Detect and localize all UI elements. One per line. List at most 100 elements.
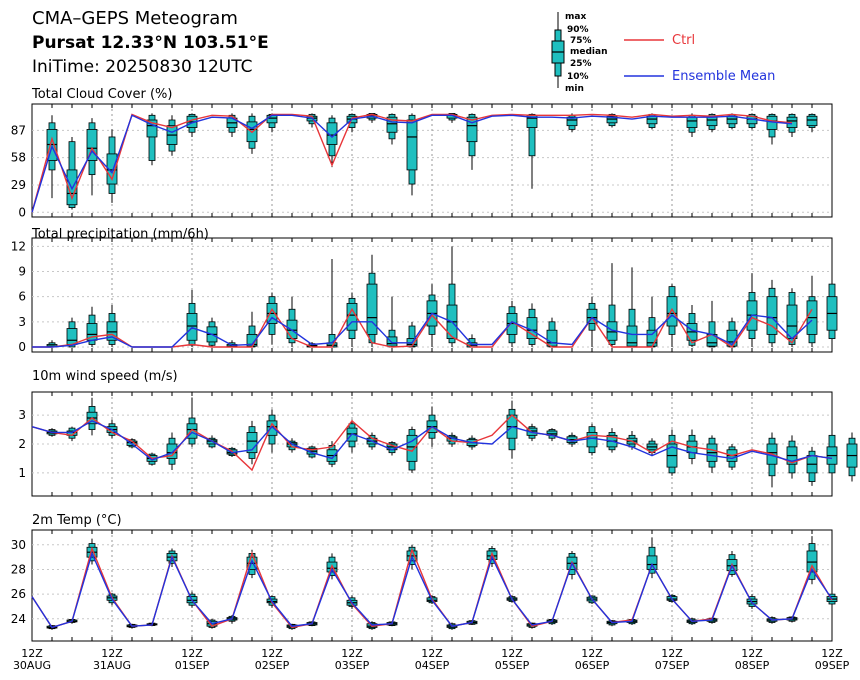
ensemble-box — [786, 288, 798, 347]
legend-mean-label: Ensemble Mean — [672, 69, 775, 84]
box-p25-p75 — [246, 432, 258, 454]
y-tick-label: 0 — [18, 340, 26, 354]
ensemble-mean-line — [31, 114, 793, 213]
ensemble-box — [166, 432, 178, 470]
box-p25-p75 — [386, 336, 398, 347]
x-tick-date: 05SEP — [495, 659, 530, 672]
y-tick-label: 2 — [18, 437, 26, 451]
y-tick-label: 9 — [18, 265, 26, 279]
ensemble-box — [826, 420, 838, 479]
legend-p10-label: 10% — [567, 72, 589, 82]
ensemble-box — [166, 115, 178, 156]
x-tick-date: 03SEP — [335, 659, 370, 672]
ensemble-box — [766, 432, 778, 488]
legend: max 90% 75% median 25% 10% min Ctrl Ense… — [548, 8, 848, 94]
box-p10-p90 — [408, 325, 416, 348]
x-tick-date: 07SEP — [655, 659, 690, 672]
ensemble-box — [766, 279, 778, 347]
box-p25-p75 — [626, 325, 638, 347]
x-tick-date: 31AUG — [93, 659, 131, 672]
box-p25-p75 — [286, 319, 298, 339]
ensemble-box — [566, 113, 578, 133]
x-tick-hour: 12Z — [421, 647, 443, 660]
box-p25-p75 — [666, 296, 678, 327]
box-p25-p75 — [146, 119, 158, 138]
ensemble-box — [666, 429, 678, 476]
y-tick-label: 1 — [18, 466, 26, 480]
x-tick-hour: 12Z — [581, 647, 603, 660]
x-tick-date: 08SEP — [735, 659, 770, 672]
box-p25-p75 — [186, 423, 198, 439]
ensemble-box — [406, 113, 418, 196]
ensemble-box — [266, 113, 278, 133]
x-tick-hour: 12Z — [21, 647, 43, 660]
box-p25-p75 — [566, 116, 578, 127]
panel-title: Total Cloud Cover (%) — [31, 87, 172, 102]
box-p25-p75 — [166, 443, 178, 459]
box-p25-p75 — [266, 420, 278, 436]
panel-3: 10m wind speed (m/s) 1 2 3 — [18, 369, 858, 497]
ensemble-box — [706, 300, 718, 348]
y-tick-label: 0 — [18, 205, 26, 219]
ensemble-box — [526, 303, 538, 347]
ensemble-box — [186, 397, 198, 447]
box-p10-p90 — [528, 113, 536, 157]
ensemble-box — [646, 537, 658, 579]
ensemble-box — [346, 292, 358, 347]
box-p25-p75 — [386, 116, 398, 133]
legend-median-label: median — [570, 47, 608, 57]
box-p25-p75 — [406, 119, 418, 171]
ensemble-box — [386, 296, 398, 348]
ensemble-box — [66, 426, 78, 442]
ensemble-box — [606, 263, 618, 347]
ensemble-box — [806, 446, 818, 486]
box-p25-p75 — [186, 313, 198, 341]
x-tick-date: 06SEP — [575, 659, 610, 672]
legend-min-label: min — [565, 84, 584, 94]
y-tick-label: 58 — [11, 151, 26, 165]
ensemble-box — [106, 305, 118, 347]
y-tick-label: 3 — [18, 408, 26, 422]
ensemble-box — [806, 113, 818, 133]
ensemble-box — [526, 113, 538, 189]
panel-1: Total Cloud Cover (%) 0 29 58 87 — [11, 87, 833, 219]
y-tick-label: 29 — [11, 178, 26, 192]
x-tick-hour: 12Z — [341, 647, 363, 660]
ensemble-box — [326, 441, 338, 468]
ensemble-box — [706, 435, 718, 473]
y-tick-label: 3 — [18, 315, 26, 329]
ensemble-box — [246, 113, 258, 154]
ctrl-line — [31, 113, 793, 213]
x-tick-hour: 12Z — [741, 647, 763, 660]
ensemble-mean-line — [31, 420, 833, 463]
panel-2: Total precipitation (mm/6h) 0 3 6 9 12 — [11, 227, 838, 354]
ensemble-box — [806, 275, 818, 347]
station-location: Pursat 12.33°N 103.51°E — [32, 33, 269, 53]
box-p25-p75 — [106, 153, 118, 185]
box-p25-p75 — [66, 328, 78, 345]
ensemble-box — [786, 435, 798, 479]
y-tick-label: 6 — [18, 290, 26, 304]
x-tick-date: 01SEP — [175, 659, 210, 672]
box-p25-p75 — [546, 329, 558, 347]
y-tick-label: 87 — [11, 123, 26, 137]
ensemble-box — [766, 113, 778, 145]
ensemble-box — [586, 423, 598, 456]
ensemble-box — [326, 115, 338, 168]
legend-p75-label: 75% — [570, 36, 592, 46]
panel-4: 2m Temp (°C) 24 26 28 30 — [11, 513, 838, 642]
ensemble-box — [246, 420, 258, 465]
ensemble-box — [86, 397, 98, 436]
box-p25-p75 — [586, 432, 598, 448]
x-tick-date: 04SEP — [415, 659, 450, 672]
y-tick-label: 12 — [11, 239, 26, 253]
ensemble-box — [366, 254, 378, 347]
y-tick-label: 28 — [11, 562, 26, 576]
box-p10-p90 — [148, 114, 156, 161]
legend-ctrl-label: Ctrl — [672, 33, 695, 48]
ensemble-box — [186, 289, 198, 347]
box-p25-p75 — [686, 116, 698, 128]
box-p25-p75 — [466, 116, 478, 143]
legend-graphic: max 90% 75% median 25% 10% min Ctrl Ense… — [551, 12, 775, 94]
